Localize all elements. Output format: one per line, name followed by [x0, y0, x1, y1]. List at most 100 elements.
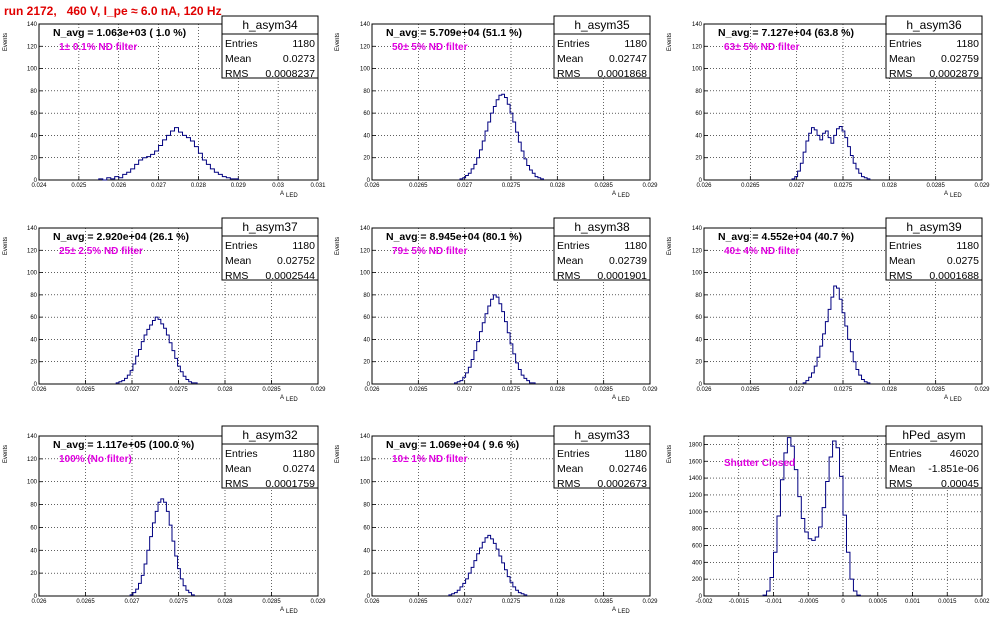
y-tick-label: 40	[363, 133, 370, 139]
stats-rms-value: 0.0002544	[265, 270, 315, 282]
y-axis-label: Events	[3, 445, 9, 463]
y-tick-label: 0	[367, 382, 371, 388]
stats-box	[553, 443, 651, 489]
histogram-line	[459, 93, 544, 180]
x-tick-label: 0.026	[364, 599, 380, 605]
stats-rms-value: 0.0008237	[265, 68, 315, 80]
n-avg-annotation: N_avg = 1.069e+04 ( 9.6 %)	[386, 439, 519, 451]
y-tick-label: 100	[360, 67, 371, 73]
stats-rms-label: RMS	[889, 270, 912, 282]
histogram-panel-h_asym37: 0.026 0.0265 0.027 0.0275 0.028 0.0285 0.029 0 2…	[3, 217, 326, 403]
y-axis-label: Events	[667, 445, 673, 463]
filter-annotation: 1± 0.1% ND filter	[59, 42, 137, 53]
x-axis-label-sub: LED	[286, 397, 298, 403]
y-axis-label: Events	[335, 33, 341, 51]
stats-mean-label: Mean	[889, 463, 915, 475]
x-tick-label: 0.029	[974, 387, 990, 393]
y-tick-label: 40	[695, 337, 702, 343]
stats-box	[885, 235, 983, 281]
x-tick-label: 0.026	[696, 183, 712, 189]
y-tick-label: 120	[360, 457, 371, 463]
y-tick-label: 140	[27, 226, 38, 232]
x-tick-label: 0.026	[31, 599, 47, 605]
stats-entries-value: 1180	[956, 38, 979, 50]
x-tick-label: 0.031	[310, 183, 326, 189]
stats-entries-label: Entries	[557, 240, 590, 252]
y-tick-label: 40	[363, 548, 370, 554]
y-tick-label: 140	[692, 22, 703, 28]
stats-rms-value: 0.0002879	[929, 68, 979, 80]
stats-rms-value: 0.0001868	[597, 68, 647, 80]
filter-annotation: 25± 2.5% ND filter	[59, 246, 143, 257]
x-tick-label: -0.0015	[729, 599, 750, 605]
stats-mean-label: Mean	[225, 255, 251, 267]
x-axis-label-sub: LED	[618, 193, 630, 199]
x-tick-label: 0.028	[882, 183, 898, 189]
x-axis-label: A	[612, 191, 616, 197]
y-axis-label: Events	[335, 237, 341, 255]
y-tick-label: 80	[30, 89, 37, 95]
stats-entries-value: 1180	[292, 240, 315, 252]
y-tick-label: 600	[692, 543, 703, 549]
y-tick-label: 60	[30, 525, 37, 531]
x-tick-label: 0.0265	[409, 599, 428, 605]
stats-rms-value: 0.0001901	[597, 270, 647, 282]
y-tick-label: 1800	[689, 442, 703, 448]
x-tick-label: 0.029	[974, 183, 990, 189]
histogram-name: h_asym35	[574, 18, 630, 32]
x-axis-label: A	[280, 607, 284, 613]
filter-annotation: 50± 5% ND filter	[392, 42, 468, 53]
y-tick-label: 120	[360, 44, 371, 50]
x-tick-label: 0.029	[310, 387, 326, 393]
y-tick-label: 40	[30, 548, 37, 554]
histogram-panel-h_asym35: 0.026 0.0265 0.027 0.0275 0.028 0.0285 0.029 0 2…	[335, 15, 658, 199]
stats-rms-label: RMS	[557, 68, 580, 80]
stats-mean-value: 0.0275	[947, 255, 979, 267]
stats-rms-label: RMS	[557, 270, 580, 282]
y-axis-label: Events	[3, 33, 9, 51]
x-tick-label: 0.027	[151, 183, 167, 189]
y-tick-label: 140	[360, 22, 371, 28]
x-tick-label: 0.029	[642, 387, 658, 393]
y-tick-label: 80	[695, 293, 702, 299]
x-tick-label: 0	[841, 599, 845, 605]
stats-mean-value: 0.02747	[609, 53, 647, 65]
x-axis-label: A	[612, 395, 616, 401]
y-tick-label: 120	[692, 248, 703, 254]
histogram-line	[129, 498, 195, 596]
y-tick-label: 140	[27, 22, 38, 28]
x-tick-label: 0.026	[31, 387, 47, 393]
y-tick-label: 100	[27, 67, 38, 73]
y-tick-label: 120	[27, 44, 38, 50]
y-tick-label: 1000	[689, 510, 703, 516]
y-tick-label: 120	[27, 248, 38, 254]
x-tick-label: 0.027	[124, 387, 140, 393]
y-tick-label: 0	[699, 594, 703, 600]
histogram-line	[762, 437, 861, 596]
stats-box	[553, 33, 651, 79]
x-tick-label: 0.026	[696, 387, 712, 393]
y-tick-label: 60	[30, 111, 37, 117]
n-avg-annotation: N_avg = 8.945e+04 (80.1 %)	[386, 231, 522, 243]
y-tick-label: 0	[34, 178, 38, 184]
stats-mean-label: Mean	[889, 255, 915, 267]
y-tick-label: 100	[27, 480, 38, 486]
stats-mean-label: Mean	[557, 463, 583, 475]
y-tick-label: 40	[30, 133, 37, 139]
x-tick-label: 0.0285	[594, 387, 613, 393]
y-tick-label: 120	[692, 44, 703, 50]
stats-mean-label: Mean	[889, 53, 915, 65]
y-tick-label: 80	[30, 503, 37, 509]
x-tick-label: 0.0005	[869, 599, 888, 605]
y-tick-label: 0	[367, 594, 371, 600]
stats-entries-label: Entries	[889, 448, 922, 460]
y-tick-label: 0	[699, 178, 703, 184]
stats-box	[885, 33, 983, 79]
x-tick-label: 0.0015	[938, 599, 957, 605]
y-tick-label: 40	[30, 337, 37, 343]
histogram-name: h_asym37	[242, 220, 298, 234]
n-avg-annotation: N_avg = 1.117e+05 (100.0 %)	[53, 439, 194, 451]
x-tick-label: 0.0285	[926, 183, 945, 189]
histogram-line	[115, 316, 198, 384]
